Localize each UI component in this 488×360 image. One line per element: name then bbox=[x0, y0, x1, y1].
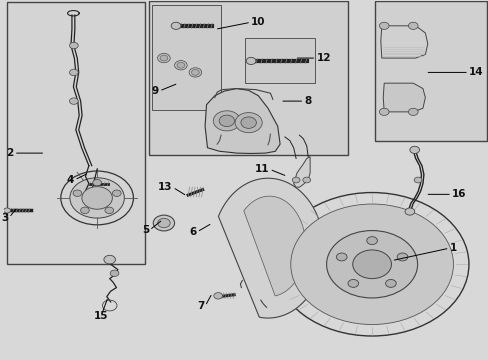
Polygon shape bbox=[204, 89, 280, 153]
Circle shape bbox=[347, 279, 358, 287]
Text: 16: 16 bbox=[451, 189, 466, 199]
Circle shape bbox=[81, 186, 112, 209]
Text: 9: 9 bbox=[152, 86, 159, 96]
Circle shape bbox=[241, 117, 256, 129]
Circle shape bbox=[4, 208, 10, 213]
Circle shape bbox=[275, 193, 468, 336]
Circle shape bbox=[326, 230, 417, 298]
FancyBboxPatch shape bbox=[374, 1, 487, 141]
Circle shape bbox=[93, 179, 102, 186]
Circle shape bbox=[153, 215, 174, 231]
Circle shape bbox=[366, 237, 377, 244]
FancyBboxPatch shape bbox=[245, 39, 314, 83]
Circle shape bbox=[409, 146, 419, 153]
Circle shape bbox=[171, 22, 181, 30]
Polygon shape bbox=[244, 196, 305, 296]
Circle shape bbox=[385, 279, 395, 287]
Circle shape bbox=[213, 293, 222, 299]
Circle shape bbox=[157, 219, 170, 228]
Circle shape bbox=[157, 53, 170, 63]
Text: 12: 12 bbox=[316, 53, 330, 63]
Circle shape bbox=[219, 115, 234, 127]
Circle shape bbox=[105, 207, 113, 213]
Circle shape bbox=[103, 255, 115, 264]
Text: 13: 13 bbox=[158, 182, 172, 192]
Text: 15: 15 bbox=[94, 311, 108, 321]
Text: 4: 4 bbox=[67, 175, 74, 185]
Text: 5: 5 bbox=[142, 225, 149, 235]
Circle shape bbox=[413, 177, 421, 183]
Circle shape bbox=[352, 250, 391, 279]
Circle shape bbox=[69, 69, 78, 76]
Circle shape bbox=[336, 253, 346, 261]
Circle shape bbox=[404, 208, 414, 215]
Circle shape bbox=[379, 22, 388, 30]
Circle shape bbox=[69, 42, 78, 49]
Polygon shape bbox=[380, 26, 427, 58]
Circle shape bbox=[290, 204, 452, 324]
Circle shape bbox=[189, 68, 201, 77]
Text: 3: 3 bbox=[2, 213, 9, 222]
Circle shape bbox=[191, 69, 199, 75]
Circle shape bbox=[112, 190, 121, 197]
Circle shape bbox=[246, 57, 255, 64]
Circle shape bbox=[213, 111, 240, 131]
Text: 11: 11 bbox=[254, 164, 269, 174]
Text: 1: 1 bbox=[448, 243, 456, 253]
FancyBboxPatch shape bbox=[149, 1, 347, 155]
Text: 10: 10 bbox=[250, 17, 265, 27]
Circle shape bbox=[235, 113, 262, 133]
Circle shape bbox=[302, 177, 310, 183]
Circle shape bbox=[160, 55, 167, 61]
Circle shape bbox=[61, 171, 133, 225]
Text: 7: 7 bbox=[197, 301, 204, 311]
Circle shape bbox=[174, 60, 187, 70]
Circle shape bbox=[110, 270, 119, 276]
Polygon shape bbox=[218, 178, 323, 318]
FancyBboxPatch shape bbox=[6, 3, 144, 264]
Circle shape bbox=[70, 178, 124, 218]
Circle shape bbox=[73, 190, 81, 197]
Text: 2: 2 bbox=[6, 148, 14, 158]
FancyBboxPatch shape bbox=[151, 5, 221, 110]
Polygon shape bbox=[383, 83, 425, 112]
Polygon shape bbox=[293, 157, 309, 187]
Circle shape bbox=[407, 22, 417, 30]
Circle shape bbox=[69, 98, 78, 104]
Circle shape bbox=[396, 253, 407, 261]
Text: 8: 8 bbox=[304, 96, 311, 106]
Circle shape bbox=[407, 108, 417, 116]
Text: 14: 14 bbox=[468, 67, 483, 77]
Text: 6: 6 bbox=[189, 227, 197, 237]
Circle shape bbox=[292, 177, 299, 183]
Circle shape bbox=[379, 108, 388, 116]
Circle shape bbox=[81, 207, 89, 213]
Circle shape bbox=[177, 62, 184, 68]
